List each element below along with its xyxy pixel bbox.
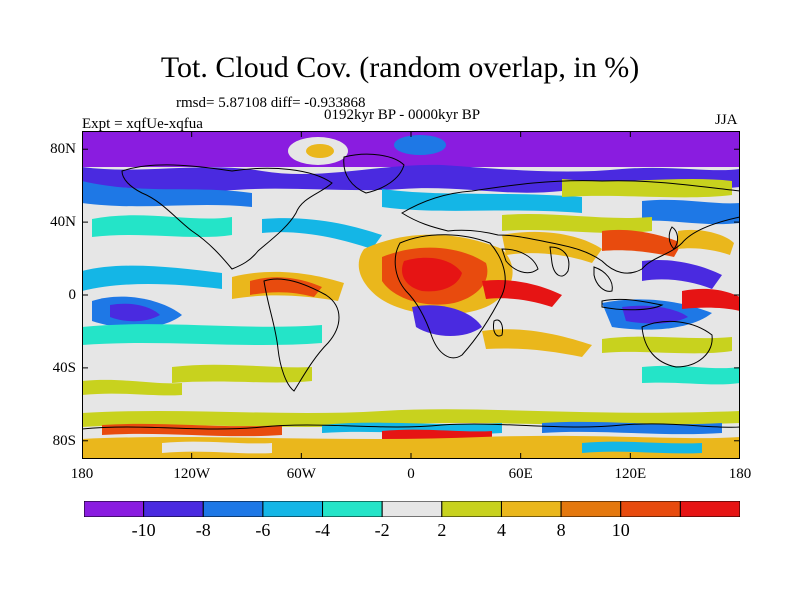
colorbar-segment [500, 501, 562, 517]
longitude-label: 120W [173, 466, 210, 482]
colorbar-segment [441, 501, 502, 517]
cloud-cover-map [82, 131, 740, 459]
colorbar-segment [620, 501, 681, 517]
colorbar [84, 501, 740, 517]
latitude-label: 40N [50, 214, 76, 231]
axis-tick-marks [82, 131, 740, 459]
map-title: Tot. Cloud Cov. (random overlap, in %) [160, 51, 640, 84]
longitude-label: 120E [614, 466, 647, 482]
colorbar-label: -4 [315, 520, 331, 540]
tropical-anomalies [82, 259, 740, 337]
longitude-label: 60E [508, 466, 533, 482]
latitude-label: 0 [68, 287, 77, 303]
period-label: 0192kyr BP - 0000kyr BP [324, 107, 481, 123]
colorbar-label: 8 [556, 520, 566, 540]
longitude-label: 60W [286, 466, 316, 482]
longitude-label: 0 [407, 466, 415, 482]
coastlines [82, 153, 740, 430]
experiment-label: Expt = xqfUe-xqfua [82, 116, 203, 132]
colorbar-label: -8 [195, 520, 211, 540]
colorbar-segment [679, 501, 740, 517]
colorbar-segment [143, 501, 204, 517]
colorbar-label: 4 [496, 520, 506, 540]
south-midlatitude-bands [82, 324, 740, 396]
colorbar-segment [84, 501, 145, 517]
colorbar-label: 10 [611, 520, 630, 540]
colorbar-label: 2 [437, 520, 447, 540]
colorbar-label: -6 [255, 520, 271, 540]
longitude-label: 180 [70, 466, 94, 482]
latitude-label: 40S [52, 359, 76, 376]
colorbar-segment [262, 501, 324, 517]
north-midlatitude-bands [92, 179, 740, 249]
colorbar-segment [381, 501, 443, 517]
season-label: JJA [715, 112, 738, 128]
longitude-label: 180 [728, 466, 752, 482]
colorbar-segment [560, 501, 622, 517]
latitude-label: 80N [50, 141, 76, 158]
colorbar-segment [202, 501, 264, 517]
latitude-label: 80S [52, 432, 76, 449]
arctic-anomaly-region [82, 131, 740, 213]
colorbar-label: -10 [131, 520, 156, 540]
colorbar-label: -2 [374, 520, 390, 540]
colorbar-segment [322, 501, 383, 517]
stats-label: rmsd= 5.87108 diff= -0.933868 [176, 95, 366, 111]
africa-positive-anomaly [358, 229, 734, 315]
